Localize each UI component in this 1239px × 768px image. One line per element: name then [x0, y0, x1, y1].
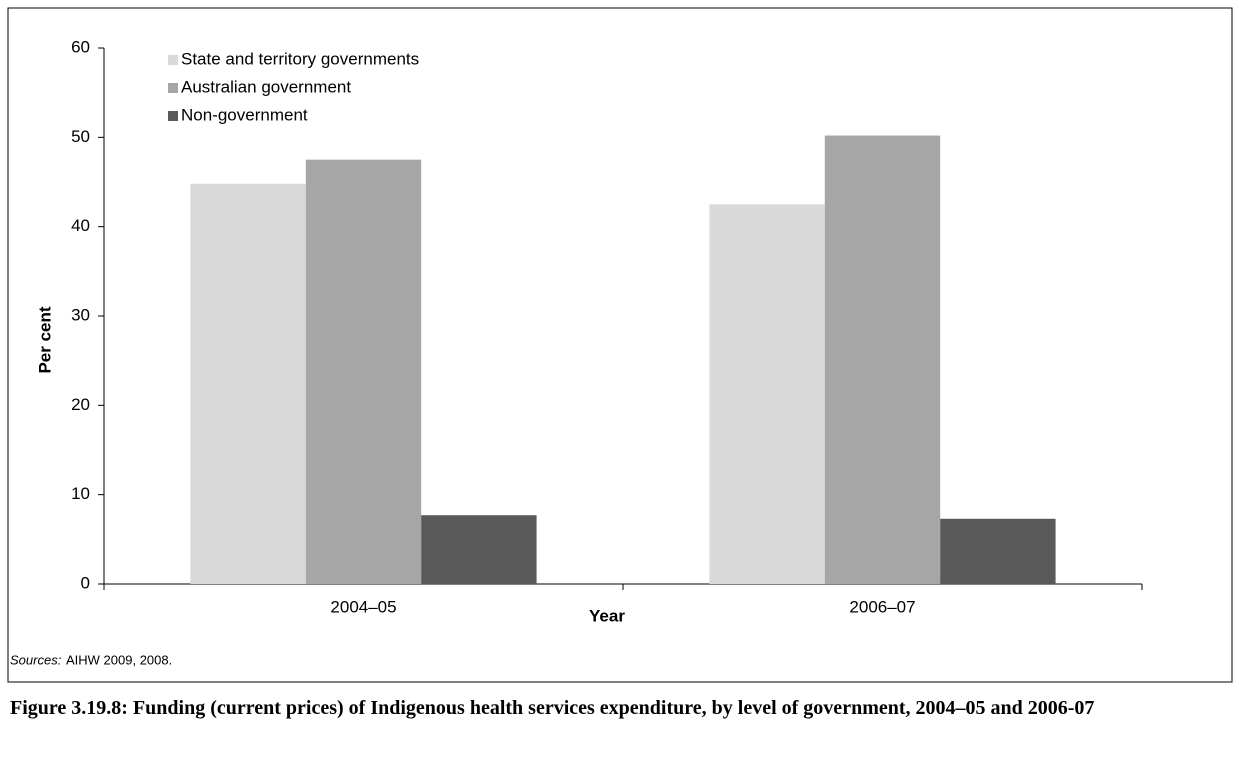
- y-tick-label: 60: [71, 37, 90, 56]
- bar: [190, 183, 306, 584]
- bar: [305, 159, 422, 584]
- bar: [421, 515, 537, 584]
- source-label: Sources:: [10, 652, 62, 667]
- bar: [824, 135, 941, 584]
- x-tick-label: 2006–07: [849, 597, 915, 616]
- y-axis-title: Per cent: [35, 306, 54, 373]
- legend-label: Australian government: [181, 77, 351, 96]
- y-tick-label: 20: [71, 395, 90, 414]
- legend-label: Non-government: [181, 105, 308, 124]
- y-tick-label: 40: [71, 216, 90, 235]
- legend-label: State and territory governments: [181, 49, 419, 68]
- bar: [940, 518, 1056, 584]
- y-tick-label: 30: [71, 305, 90, 324]
- y-tick-label: 10: [71, 484, 90, 503]
- bar: [709, 204, 825, 585]
- frame: [7, 7, 1233, 683]
- x-tick-label: 2004–05: [330, 597, 396, 616]
- caption: Figure 3.19.8: Funding (current prices) …: [10, 697, 1095, 719]
- x-axis-title: Year: [589, 606, 625, 625]
- y-tick-label: 50: [71, 127, 90, 146]
- source-text: AIHW 2009, 2008.: [66, 652, 172, 667]
- legend-swatch: [168, 83, 178, 93]
- legend-swatch: [168, 111, 178, 121]
- legend-swatch: [168, 55, 178, 65]
- y-tick-label: 0: [81, 573, 90, 592]
